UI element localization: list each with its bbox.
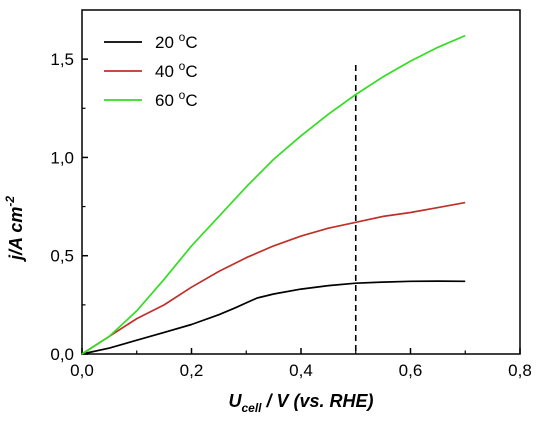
y-axis-title-main: j/A cm bbox=[6, 207, 26, 262]
y-tick-label: 0,5 bbox=[50, 247, 74, 266]
x-axis-title-rest: / V (vs. RHE) bbox=[261, 391, 373, 411]
x-axis-title-main: U bbox=[228, 391, 242, 411]
x-tick-label: 0,0 bbox=[70, 361, 94, 380]
series-line-60 bbox=[81, 34, 466, 355]
y-axis-title: j/A cm-2 bbox=[3, 196, 26, 262]
x-tick-label: 0,8 bbox=[508, 361, 532, 380]
legend: 20 oC 40 oC 60 oC bbox=[104, 30, 198, 110]
x-axis-ticks: 0,0 0,2 0,4 0,6 0,8 bbox=[70, 348, 532, 380]
legend-label-60: 60 oC bbox=[155, 88, 198, 110]
y-axis-title-sup: -2 bbox=[3, 196, 17, 207]
series-line-20 bbox=[81, 280, 466, 355]
x-tick-label: 0,6 bbox=[399, 361, 423, 380]
series-layer bbox=[81, 34, 466, 355]
series-line-40 bbox=[81, 201, 466, 355]
y-tick-label: 0,0 bbox=[50, 345, 74, 364]
x-axis-title-sub: cell bbox=[241, 401, 262, 415]
x-axis-title: Ucell / V (vs. RHE) bbox=[228, 391, 373, 415]
y-tick-label: 1,5 bbox=[50, 50, 74, 69]
y-tick-label: 1,0 bbox=[50, 148, 74, 167]
x-tick-label: 0,2 bbox=[180, 361, 204, 380]
legend-label-40: 40 oC bbox=[155, 59, 198, 81]
plot-frame bbox=[81, 9, 521, 355]
legend-label-20: 20 oC bbox=[155, 30, 198, 52]
x-tick-label: 0,4 bbox=[289, 361, 313, 380]
